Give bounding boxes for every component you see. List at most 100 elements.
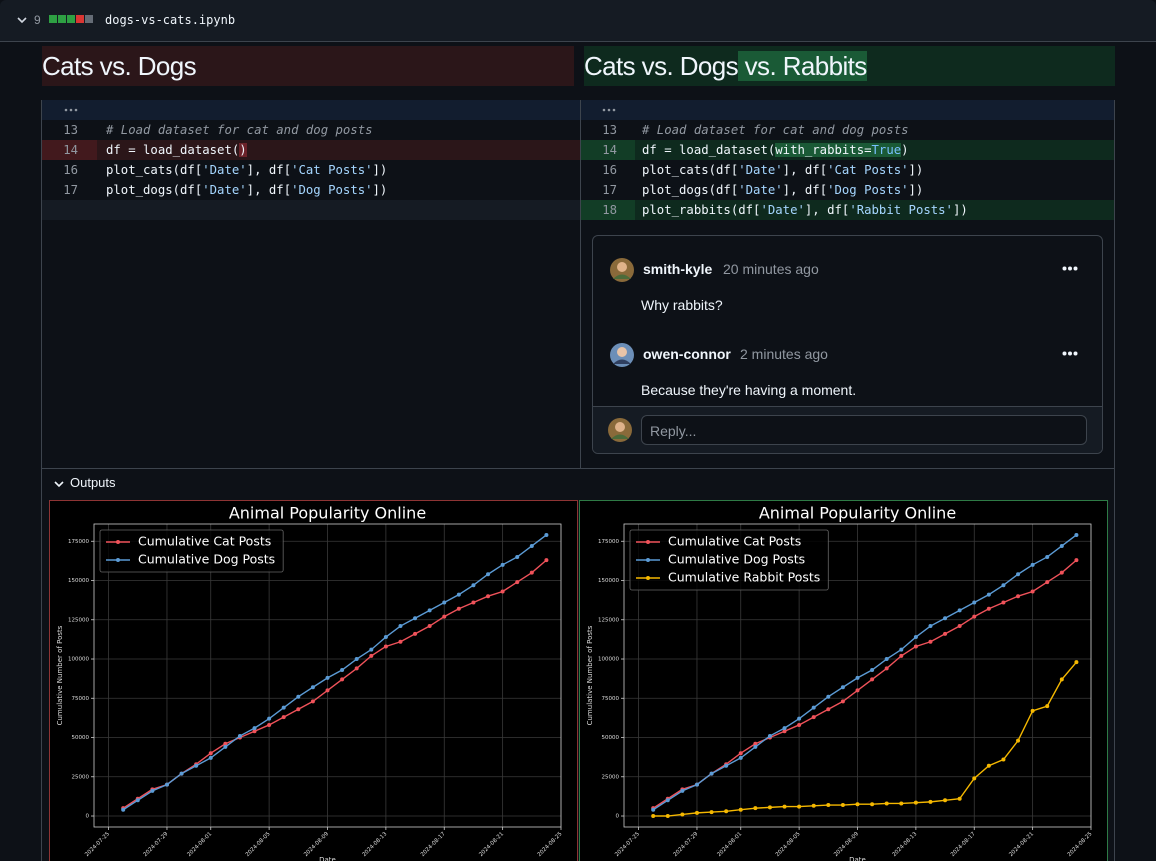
data-point [1030,708,1035,713]
chart: Animal Popularity Online 0 25000 50000 75000… [56,504,564,861]
x-tick-label: 2024-08-09 [833,831,860,858]
y-tick-label: 0 [86,814,90,820]
code-line: 16 plot_cats(df['Date'], df['Cat Posts']) [581,160,1114,180]
data-point [870,677,875,682]
series-line [652,559,1077,809]
x-tick-label: 2024-08-13 [362,831,389,858]
data-point [986,763,991,768]
data-point [855,675,860,680]
outputs-chevron[interactable] [53,478,65,490]
data-point [884,666,889,671]
data-point [1001,757,1006,762]
data-point [1030,589,1035,594]
x-tick-label: 2024-07-29 [673,831,700,858]
heading-text: Cats vs. Dogs [42,51,197,81]
y-tick-label: 100000 [68,657,89,663]
data-point [797,722,802,727]
comment-author[interactable]: smith-kyle [643,261,713,277]
code-line: 17 plot_dogs(df['Date'], df['Dog Posts']) [581,180,1114,200]
x-tick-label: 2024-08-01 [186,831,213,858]
split-divider [580,100,581,468]
data-point [913,644,918,649]
data-point [738,807,743,812]
data-point [471,600,476,605]
x-tick-label: 2024-08-13 [892,831,919,858]
data-point [943,631,948,636]
data-point [471,583,476,588]
data-point [651,814,656,819]
file-name[interactable]: dogs-vs-cats.ipynb [105,13,236,27]
data-point [694,810,699,815]
chart: Animal Popularity Online 0 25000 50000 75000… [586,504,1094,861]
data-point [1074,558,1079,563]
diff-table: 13 # Load dataset for cat and dog posts 1… [41,100,1115,468]
avatar[interactable] [609,342,635,368]
code-token: df = load_dataset( [642,143,776,157]
code-token: ], df[ [246,163,292,177]
comment-menu[interactable] [1062,351,1078,356]
data-point [281,715,286,720]
code-line-added: 18 plot_rabbits(df['Date'], df['Rabbit Po… [581,200,1114,220]
code-token-added: with_rabbits= [775,143,872,157]
data-point [383,644,388,649]
data-point [267,722,272,727]
data-point [811,715,816,720]
code-line: 17 plot_dogs(df['Date'], df['Dog Posts']) [42,180,580,200]
data-point [767,805,772,810]
comment-body: Why rabbits? [641,297,723,313]
code-token: ]) [372,183,388,197]
data-point [310,699,315,704]
comment-thread: smith-kyle 20 minutes ago Why rabbits? o… [592,235,1103,454]
data-point [870,802,875,807]
legend-marker [116,540,120,544]
y-tick-label: 25000 [602,774,620,780]
data-point [442,614,447,619]
hunk-header[interactable] [42,100,580,120]
reply-input[interactable]: Reply... [641,415,1087,445]
comment-menu[interactable] [1062,266,1078,271]
data-point [797,804,802,809]
code-token: ]) [908,183,924,197]
data-point [855,688,860,693]
data-point [986,592,991,597]
data-point [500,562,505,567]
hunk-header[interactable] [581,100,1114,120]
data-point [1016,594,1021,599]
data-point [179,771,184,776]
data-point [486,572,491,577]
comment-time[interactable]: 2 minutes ago [740,346,828,362]
data-point [296,694,301,699]
data-point [223,744,228,749]
y-tick-label: 125000 [68,617,89,623]
data-point [899,647,904,652]
data-point [665,814,670,819]
code-token: 'Cat Posts' [827,163,909,177]
collapse-chevron[interactable] [16,14,28,26]
data-point [500,589,505,594]
data-point [928,639,933,644]
data-point [398,639,403,644]
data-point [840,803,845,808]
y-axis-label: Cumulative Number of Posts [586,625,594,725]
data-point [972,614,977,619]
avatar[interactable] [609,257,635,283]
code-token: plot_cats(df[ [106,163,203,177]
code-token: 'Date' [202,183,247,197]
data-point [354,666,359,671]
data-point [413,616,418,621]
reply-area: Reply... [593,406,1102,453]
code-token: plot_cats(df[ [642,163,739,177]
data-point [544,532,549,537]
data-point [340,668,345,673]
comment-time[interactable]: 20 minutes ago [723,261,819,277]
comment-author[interactable]: owen-connor [643,346,731,362]
code-line: 13 # Load dataset for cat and dog posts [42,120,580,140]
code-token: ]) [908,163,924,177]
code-token: ], df[ [782,183,828,197]
legend-marker [646,558,650,562]
data-point [325,675,330,680]
legend-box [99,529,284,573]
data-point [694,782,699,787]
line-number: 14 [63,143,78,157]
outputs-label[interactable]: Outputs [70,475,116,490]
